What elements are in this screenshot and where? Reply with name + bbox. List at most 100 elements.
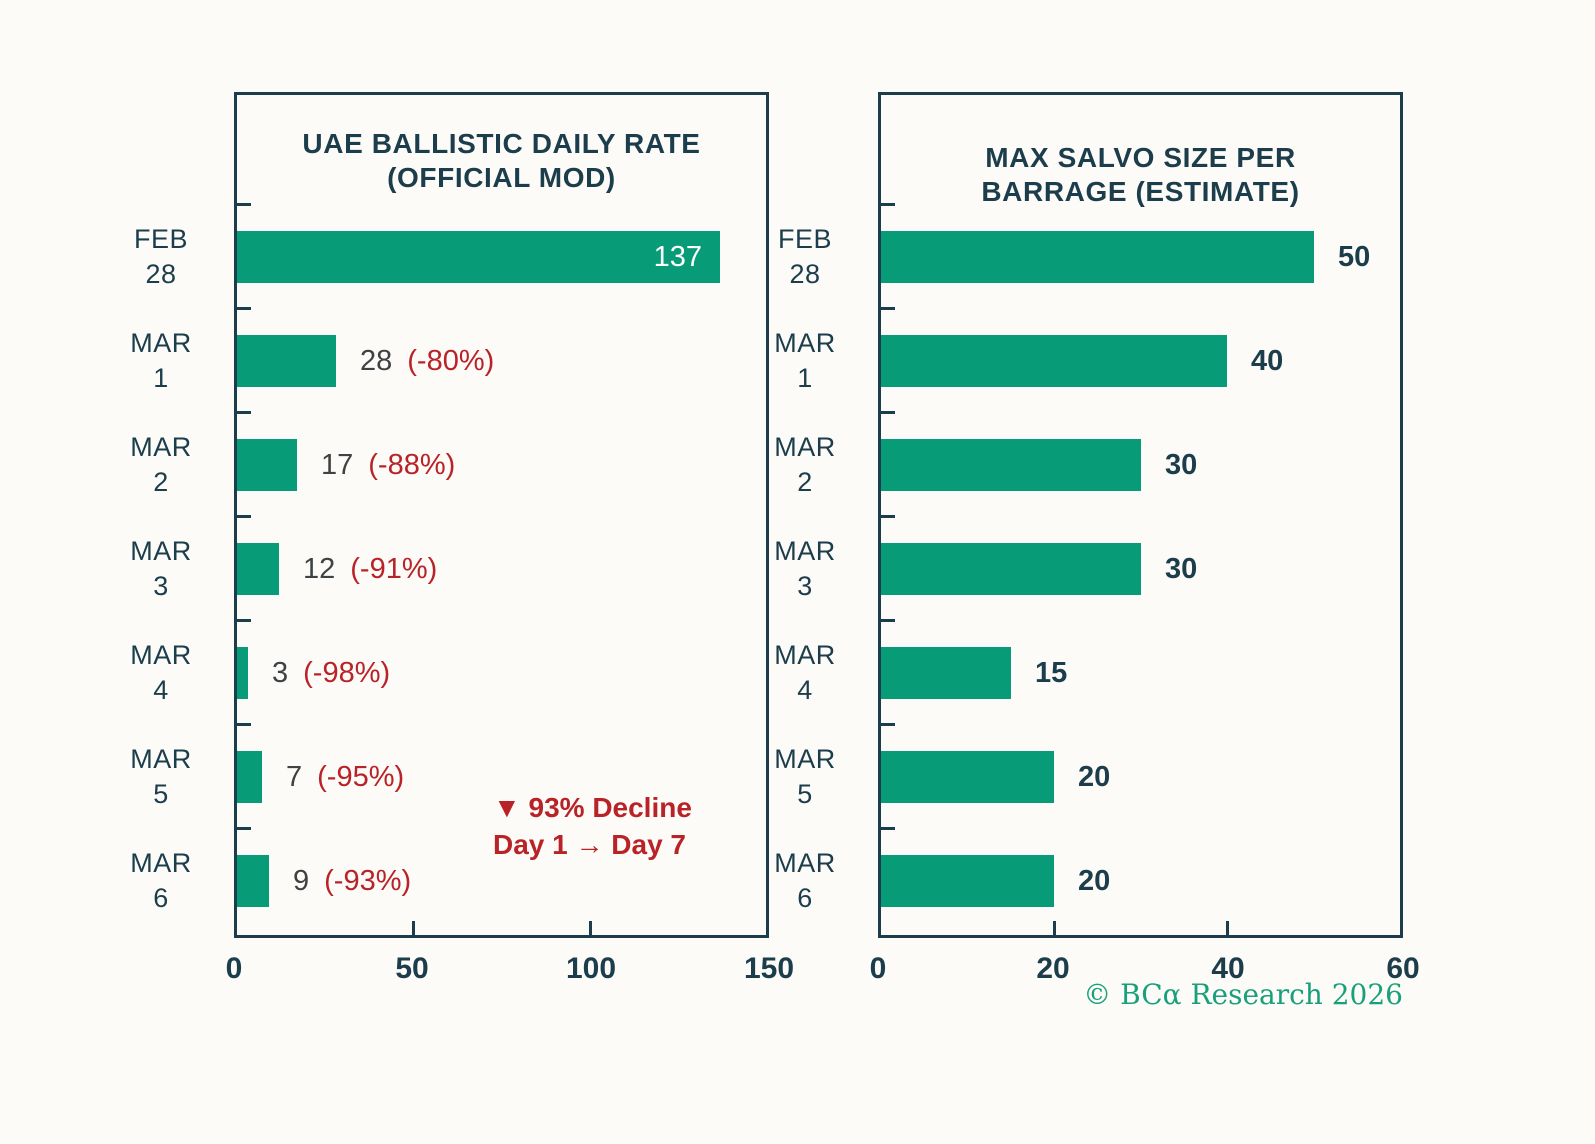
bar-value-group: 20 xyxy=(1078,829,1110,933)
chart-row: MAR 5 20 xyxy=(774,725,1400,829)
category-label: MAR 3 xyxy=(105,534,217,604)
chart-row: MAR 2 17 (-88%) xyxy=(130,413,766,517)
x-axis-label: 60 xyxy=(1386,952,1420,985)
chart-title-line: (OFFICIAL MOD) xyxy=(387,162,616,193)
data-bar xyxy=(881,439,1141,491)
category-label: MAR 3 xyxy=(749,534,861,604)
x-axis-tick xyxy=(589,921,592,936)
category-label-line: 6 xyxy=(153,883,169,913)
data-bar xyxy=(237,335,336,387)
category-label: MAR 5 xyxy=(105,742,217,812)
data-bar xyxy=(881,335,1227,387)
bar-value: 40 xyxy=(1251,344,1284,377)
bar-value: 50 xyxy=(1338,240,1371,273)
pct-change-label: (-95%) xyxy=(317,760,405,793)
data-bar xyxy=(237,439,297,491)
x-axis-tick xyxy=(1226,921,1229,936)
bar-value-group: 20 xyxy=(1078,725,1110,829)
bar-value: 17 xyxy=(321,448,354,481)
bar-value-group: 50 xyxy=(1338,205,1370,309)
bar-value: 15 xyxy=(1035,656,1068,689)
chart-title-line: MAX SALVO SIZE PER xyxy=(985,142,1296,173)
data-bar xyxy=(881,751,1054,803)
category-label-line: 3 xyxy=(153,571,169,601)
category-label: MAR 4 xyxy=(749,638,861,708)
category-label-line: 3 xyxy=(797,571,813,601)
bar-value-group: 9 (-93%) xyxy=(293,829,411,933)
category-label: MAR 5 xyxy=(749,742,861,812)
y-axis-tick xyxy=(880,411,895,414)
chart-row: MAR 4 3 (-98%) xyxy=(130,621,766,725)
category-label-line: MAR xyxy=(774,432,836,462)
bar-value: 20 xyxy=(1078,760,1111,793)
category-label-line: MAR xyxy=(130,432,192,462)
x-axis-label: 150 xyxy=(743,952,795,985)
data-bar xyxy=(237,647,248,699)
bar-value: 30 xyxy=(1165,448,1198,481)
category-label-line: MAR xyxy=(774,640,836,670)
data-bar xyxy=(237,231,720,283)
y-axis-tick xyxy=(236,515,251,518)
x-axis-label: 20 xyxy=(1036,952,1070,985)
y-axis-tick xyxy=(236,203,251,206)
y-axis-tick xyxy=(236,411,251,414)
bar-value: 28 xyxy=(360,344,393,377)
x-axis-tick xyxy=(1053,921,1056,936)
chart-title: UAE BALLISTIC DAILY RATE (OFFICIAL MOD) xyxy=(237,95,766,195)
decline-annotation: ▼ 93% Decline Day 1 → Day 7 xyxy=(493,789,692,863)
chart-row: MAR 6 9 (-93%) xyxy=(130,829,766,933)
y-axis-tick xyxy=(880,619,895,622)
chart-title: MAX SALVO SIZE PER BARRAGE (ESTIMATE) xyxy=(881,95,1400,209)
y-axis-tick xyxy=(236,723,251,726)
x-axis-label: 100 xyxy=(565,952,617,985)
data-bar xyxy=(881,647,1011,699)
pct-change-label: (-80%) xyxy=(407,344,495,377)
category-label-line: MAR xyxy=(774,744,836,774)
category-label-line: 2 xyxy=(797,467,813,497)
category-label: FEB 28 xyxy=(749,222,861,292)
data-bar xyxy=(881,855,1054,907)
chart-row: MAR 3 12 (-91%) xyxy=(130,517,766,621)
bar-value-group: 15 xyxy=(1035,621,1067,725)
category-label: MAR 2 xyxy=(105,430,217,500)
x-axis-label: 0 xyxy=(869,952,887,985)
category-label-line: FEB xyxy=(133,224,188,254)
bar-value-group: 30 xyxy=(1165,517,1197,621)
data-bar xyxy=(881,231,1314,283)
chart-row: MAR 3 30 xyxy=(774,517,1400,621)
bar-value: 30 xyxy=(1165,552,1198,585)
y-axis-tick xyxy=(880,203,895,206)
category-label: MAR 4 xyxy=(105,638,217,708)
data-bar xyxy=(237,751,262,803)
chart-row: FEB 28 50 xyxy=(778,205,1400,309)
bar-value: 12 xyxy=(303,552,336,585)
copyright-note: © BCα Research 2026 xyxy=(1083,978,1403,1011)
bar-value: 20 xyxy=(1078,864,1111,897)
category-label: MAR 1 xyxy=(105,326,217,396)
y-axis-tick xyxy=(880,307,895,310)
bar-value: 3 xyxy=(272,656,289,689)
pct-change-label: (-91%) xyxy=(350,552,438,585)
category-label-line: MAR xyxy=(130,640,192,670)
bar-value-group: 12 (-91%) xyxy=(303,517,437,621)
bar-value-group: 7 (-95%) xyxy=(286,725,404,829)
y-axis-tick xyxy=(880,515,895,518)
category-label: MAR 6 xyxy=(749,846,861,916)
x-axis-label: 40 xyxy=(1211,952,1245,985)
category-label-line: FEB xyxy=(777,224,832,254)
y-axis-tick xyxy=(880,723,895,726)
category-label-line: MAR xyxy=(130,328,192,358)
chart-title-line: UAE BALLISTIC DAILY RATE xyxy=(302,128,701,159)
y-axis-tick xyxy=(236,827,251,830)
category-label: MAR 6 xyxy=(105,846,217,916)
category-label-line: MAR xyxy=(774,536,836,566)
chart-row: MAR 1 28 (-80%) xyxy=(130,309,766,413)
y-axis-tick xyxy=(880,827,895,830)
category-label-line: MAR xyxy=(130,536,192,566)
chart-row: MAR 6 20 xyxy=(774,829,1400,933)
bar-chart-plot: MAX SALVO SIZE PER BARRAGE (ESTIMATE) FEB 2… xyxy=(774,92,1403,938)
pct-change-label: (-88%) xyxy=(368,448,456,481)
category-label-line: 2 xyxy=(153,467,169,497)
x-axis-tick xyxy=(412,921,415,936)
